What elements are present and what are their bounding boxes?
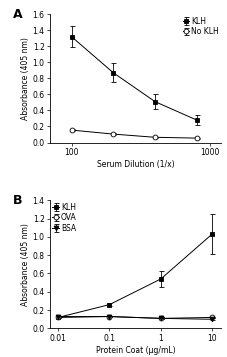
X-axis label: Serum Dilution (1/x): Serum Dilution (1/x) xyxy=(96,160,174,169)
Y-axis label: Absorbance (405 nm): Absorbance (405 nm) xyxy=(21,37,30,120)
X-axis label: Protein Coat (μg/mL): Protein Coat (μg/mL) xyxy=(95,346,175,355)
Text: B: B xyxy=(12,194,22,207)
Legend: KLH, No KLH: KLH, No KLH xyxy=(181,16,219,37)
Text: A: A xyxy=(12,8,22,21)
Legend: KLH, OVA, BSA: KLH, OVA, BSA xyxy=(52,202,77,233)
Y-axis label: Absorbance (405 nm): Absorbance (405 nm) xyxy=(21,223,30,306)
